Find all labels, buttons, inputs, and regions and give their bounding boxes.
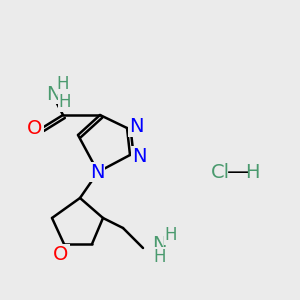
- Text: H: H: [154, 248, 166, 266]
- Text: N: N: [46, 85, 60, 104]
- Text: —: —: [227, 162, 249, 182]
- Text: N: N: [152, 236, 166, 254]
- Text: Cl: Cl: [210, 163, 230, 182]
- Text: H: H: [245, 163, 259, 182]
- Text: N: N: [129, 118, 143, 136]
- Text: N: N: [90, 163, 104, 182]
- Text: H: H: [165, 226, 177, 244]
- Text: O: O: [53, 244, 69, 263]
- Text: H: H: [59, 93, 71, 111]
- Text: N: N: [132, 146, 146, 166]
- Text: O: O: [27, 118, 43, 137]
- Text: H: H: [57, 75, 69, 93]
